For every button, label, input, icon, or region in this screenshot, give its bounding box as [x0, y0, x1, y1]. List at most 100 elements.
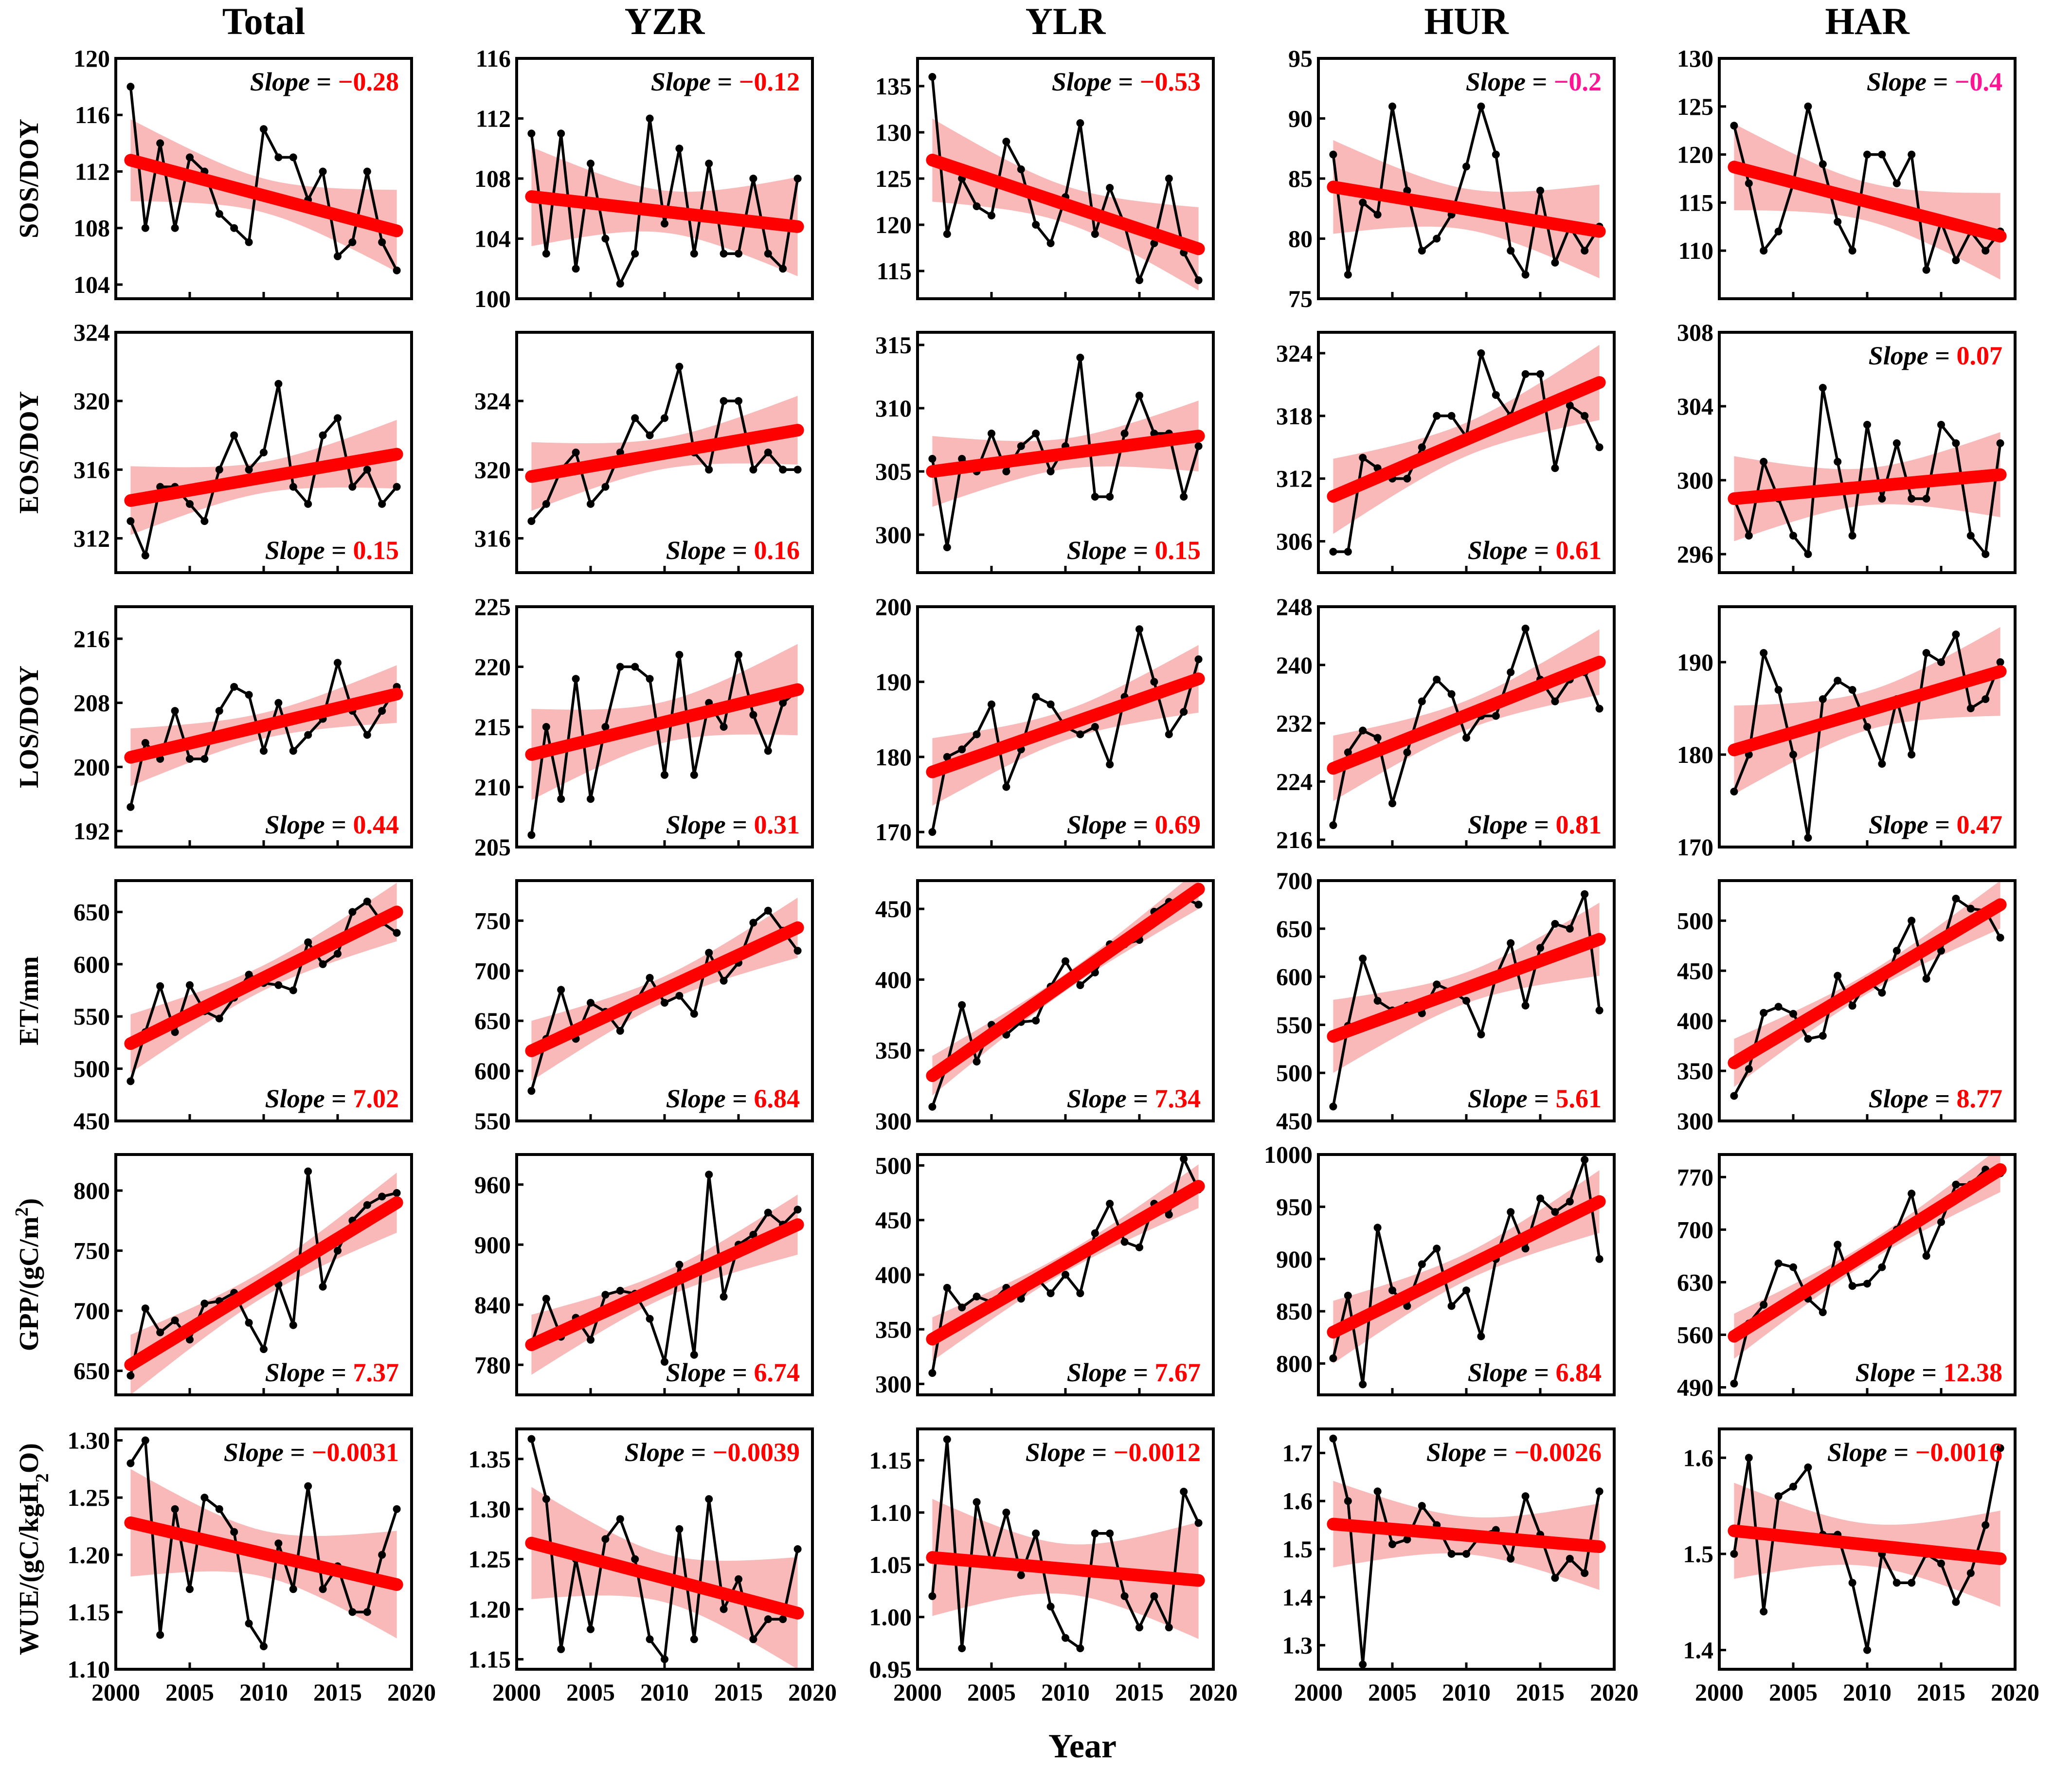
plot-area	[1728, 1155, 2007, 1388]
slope-value: −0.53	[1140, 67, 1201, 96]
data-point-2017	[1566, 401, 1574, 410]
y-tick-label: 180	[1677, 741, 1713, 768]
slope-annotation: Slope = −0.12	[651, 67, 800, 96]
data-point-2004	[171, 1505, 179, 1513]
y-tick-label: 130	[875, 119, 912, 146]
y-tick-label: 1.30	[68, 1427, 110, 1454]
data-point-2014	[1120, 430, 1129, 437]
data-point-2016	[1551, 464, 1559, 472]
data-point-2006	[200, 755, 209, 763]
y-tick-label: 135	[875, 72, 912, 100]
data-point-2016	[1551, 1574, 1559, 1582]
y-tick-label: 1.10	[869, 1499, 912, 1526]
data-point-2005	[1789, 1263, 1797, 1271]
panel-gpp-gc-m2-yzr: 780 840 900 960 Slope = 6.74	[474, 1153, 814, 1396]
plot-area	[124, 379, 403, 560]
data-point-2004	[1774, 686, 1783, 694]
trend-line	[1327, 1517, 1606, 1553]
data-point-2016	[1952, 1598, 1960, 1606]
data-point-2006	[1804, 102, 1812, 110]
y-tick-label: 110	[1678, 237, 1713, 264]
slope-annotation: Slope = −0.0012	[1026, 1438, 1201, 1467]
data-point-2010	[260, 1345, 268, 1354]
y-tick-label: 1.5	[1282, 1535, 1313, 1563]
slope-annotation: Slope = 0.31	[666, 810, 800, 839]
data-point-2001	[1730, 788, 1738, 795]
slope-label: Slope	[250, 67, 310, 96]
data-point-2016	[348, 908, 357, 916]
data-point-2012	[690, 771, 698, 779]
data-point-2004	[572, 265, 580, 273]
data-point-2005	[1789, 1482, 1797, 1491]
y-tick-label: 205	[474, 833, 511, 861]
y-tick-label: 316	[474, 524, 511, 552]
data-point-2016	[749, 466, 757, 474]
slope-annotation: Slope = 7.34	[1067, 1084, 1201, 1113]
column-titles: Total YZR YLR HUR HAR	[222, 0, 1910, 42]
data-point-2006	[1403, 1302, 1411, 1310]
data-point-2017	[764, 1615, 772, 1624]
data-point-2013	[1106, 184, 1114, 192]
y-tick-label: 216	[1276, 826, 1313, 853]
data-point-2014	[1521, 1492, 1530, 1500]
slope-equals: =	[726, 536, 754, 565]
data-point-2001	[527, 1087, 536, 1095]
data-point-2002	[542, 1495, 550, 1503]
slope-value: 0.15	[1155, 536, 1201, 565]
data-point-2001	[527, 517, 536, 525]
slope-equals: =	[1127, 810, 1155, 839]
data-point-2003	[1760, 649, 1768, 657]
data-point-2009	[245, 1619, 253, 1627]
slope-equals: =	[1528, 536, 1556, 565]
y-tick-label: 310	[875, 395, 912, 422]
data-point-2018	[1982, 550, 1990, 558]
data-point-2015	[1135, 276, 1143, 284]
data-point-2008	[1433, 1245, 1441, 1253]
x-tick-label: 2020	[1991, 1679, 2039, 1706]
data-point-2005	[1388, 799, 1396, 808]
data-point-2007	[1819, 160, 1827, 168]
data-point-2002	[1344, 748, 1352, 757]
slope-equals: =	[1928, 1084, 1957, 1113]
row-label-wue-sub: 2	[32, 1473, 53, 1482]
x-tick-label: 2015	[714, 1679, 763, 1706]
data-point-2019	[1595, 443, 1604, 451]
data-point-2013	[304, 731, 312, 739]
data-point-2004	[1373, 734, 1382, 742]
y-tick-label: 120	[1677, 141, 1713, 168]
data-point-2018	[779, 1615, 787, 1624]
data-point-2003	[557, 795, 565, 803]
data-point-2012	[690, 250, 698, 258]
trend-line	[525, 424, 804, 483]
row-labels: SOS/DOY EOS/DOY LOS/DOY ET/mm GPP/(gC/m2…	[12, 119, 53, 1655]
data-point-2009	[1046, 468, 1055, 475]
y-tick-label: 700	[1677, 1216, 1713, 1243]
x-tick-label: 2020	[1590, 1679, 1639, 1706]
slope-equals: =	[284, 1438, 312, 1467]
data-point-2013	[1106, 1200, 1114, 1208]
panel-gpp-gc-m2-ylr: 300 350 400 450 500 Slope = 7.67	[875, 1152, 1215, 1398]
slope-equals: =	[726, 810, 754, 839]
slope-equals: =	[711, 67, 739, 96]
y-tick-label: 115	[877, 257, 912, 285]
data-point-2005	[587, 1625, 595, 1633]
slope-equals: =	[1127, 1084, 1155, 1113]
slope-equals: =	[726, 1358, 754, 1387]
y-tick-label: 312	[73, 524, 110, 552]
data-point-2009	[646, 431, 654, 439]
data-point-2017	[1966, 532, 1975, 540]
y-tick-label: 224	[1276, 768, 1313, 795]
plot-area	[124, 83, 403, 274]
data-point-2011	[1076, 119, 1084, 127]
data-point-2007	[616, 1515, 624, 1523]
y-tick-label: 1.00	[869, 1604, 912, 1631]
data-point-2013	[1106, 1529, 1114, 1537]
data-point-2019	[1996, 1444, 2004, 1452]
data-point-2011	[1878, 760, 1886, 768]
data-point-2006	[200, 517, 209, 525]
data-point-2007	[215, 210, 223, 218]
y-tick-label: 308	[1677, 319, 1713, 346]
trend-line	[124, 154, 403, 237]
x-tick-label: 2005	[566, 1679, 615, 1706]
y-tick-label: 120	[73, 45, 110, 72]
